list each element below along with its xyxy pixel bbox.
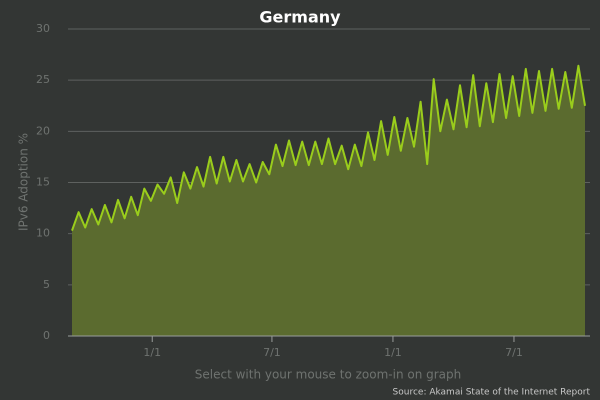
y-tick-label: 10 bbox=[36, 227, 50, 240]
y-tick-label: 5 bbox=[43, 278, 50, 291]
y-tick-label: 25 bbox=[36, 73, 50, 86]
area-fill bbox=[72, 65, 585, 337]
chart-title: Germany bbox=[259, 8, 341, 27]
y-axis-label: IPv6 Adoption % bbox=[17, 133, 31, 231]
x-tick-label: 7/1 bbox=[263, 346, 281, 359]
y-tick-label: 15 bbox=[36, 176, 50, 189]
x-tick-label: 1/1 bbox=[143, 346, 161, 359]
footer-note: Select with your mouse to zoom-in on gra… bbox=[195, 368, 462, 382]
y-tick-label: 20 bbox=[36, 124, 50, 137]
x-tick-label: 7/1 bbox=[505, 346, 523, 359]
y-tick-label: 0 bbox=[43, 329, 50, 342]
data-line bbox=[71, 64, 586, 231]
source-note: Source: Akamai State of the Internet Rep… bbox=[393, 388, 591, 398]
y-tick-label: 30 bbox=[36, 22, 50, 35]
x-tick-label: 1/1 bbox=[384, 346, 402, 359]
